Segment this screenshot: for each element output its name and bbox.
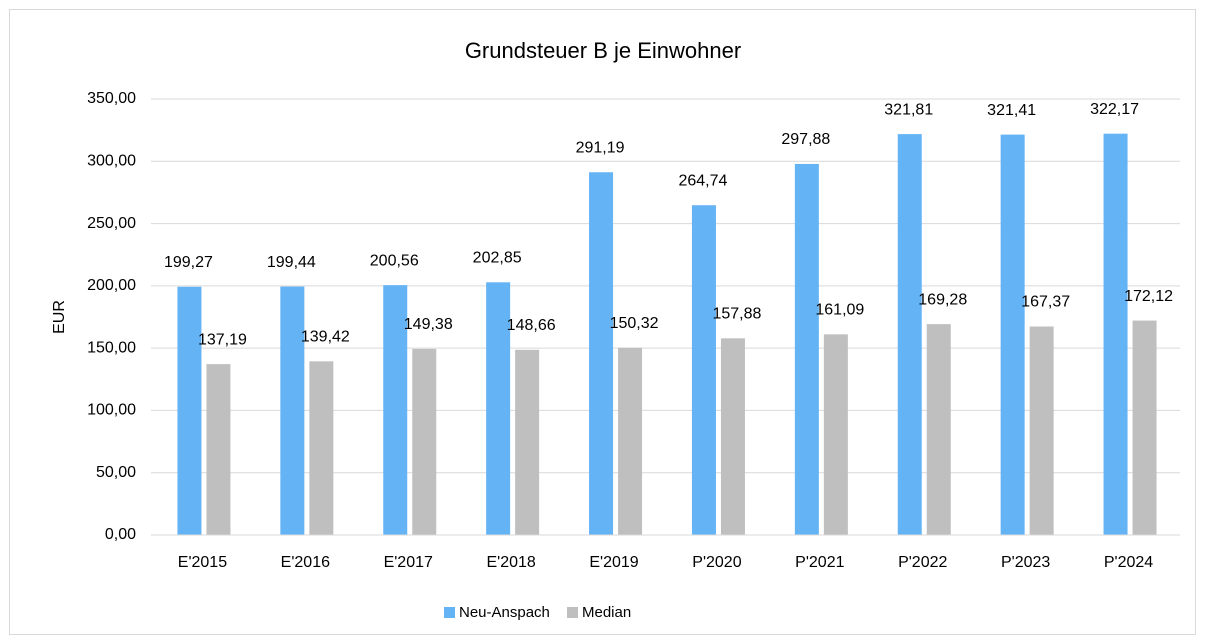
y-tick-label: 0,00 [105,526,136,543]
data-label: 161,09 [815,302,864,319]
data-label: 321,41 [987,102,1036,119]
bar [280,286,305,535]
bar [1029,326,1054,535]
x-tick-label: P'2022 [898,554,947,571]
data-label: 157,88 [712,306,761,323]
data-label: 199,44 [267,254,316,271]
bar [926,324,951,535]
data-label: 150,32 [610,315,659,332]
x-tick-label: P'2020 [692,554,741,571]
bar [383,285,408,535]
bar [794,163,819,535]
x-tick-label: E'2019 [589,554,638,571]
legend-swatch [567,607,578,618]
data-label: 139,42 [301,329,350,346]
y-tick-label: 300,00 [87,153,136,170]
bar [177,286,202,535]
legend-label: Median [582,604,631,621]
x-tick-label: E'2015 [178,554,227,571]
y-tick-label: 50,00 [96,464,136,481]
data-label: 291,19 [576,139,625,156]
y-tick-label: 250,00 [87,215,136,232]
data-label: 321,81 [884,101,933,118]
bar [309,361,334,535]
data-label: 297,88 [781,131,830,148]
bar [589,172,614,536]
x-tick-label: P'2023 [1001,554,1050,571]
y-tick-label: 350,00 [87,90,136,107]
bar [618,347,643,535]
data-label: 137,19 [198,331,247,348]
y-tick-label: 100,00 [87,402,136,419]
data-label: 169,28 [918,291,967,308]
bar [897,134,922,535]
x-tick-label: P'2024 [1104,554,1153,571]
y-axis-label: EUR [51,300,68,334]
y-tick-label: 150,00 [87,339,136,356]
data-label: 200,56 [370,252,419,269]
x-tick-label: E'2016 [281,554,330,571]
bar [720,338,745,535]
bar [515,349,540,535]
bar [486,282,511,535]
bar [206,364,231,535]
data-label: 202,85 [473,250,522,267]
data-label: 264,74 [678,172,727,189]
legend-label: Neu-Anspach [459,604,550,621]
x-tick-label: E'2017 [384,554,433,571]
bar [1103,133,1128,536]
data-label: 167,37 [1021,294,1070,311]
y-tick-label: 200,00 [87,277,136,294]
bar [1000,134,1025,535]
chart-title: Grundsteuer B je Einwohner [465,38,741,63]
data-label: 148,66 [507,317,556,334]
bar [412,348,437,535]
bar [1132,320,1157,535]
bar [691,205,716,535]
bar [823,334,848,535]
legend-swatch [444,607,455,618]
data-label: 322,17 [1090,101,1139,118]
x-tick-label: E'2018 [486,554,535,571]
x-tick-label: P'2021 [795,554,844,571]
data-label: 149,38 [404,316,453,333]
data-label: 172,12 [1124,288,1173,305]
data-label: 199,27 [164,254,213,271]
